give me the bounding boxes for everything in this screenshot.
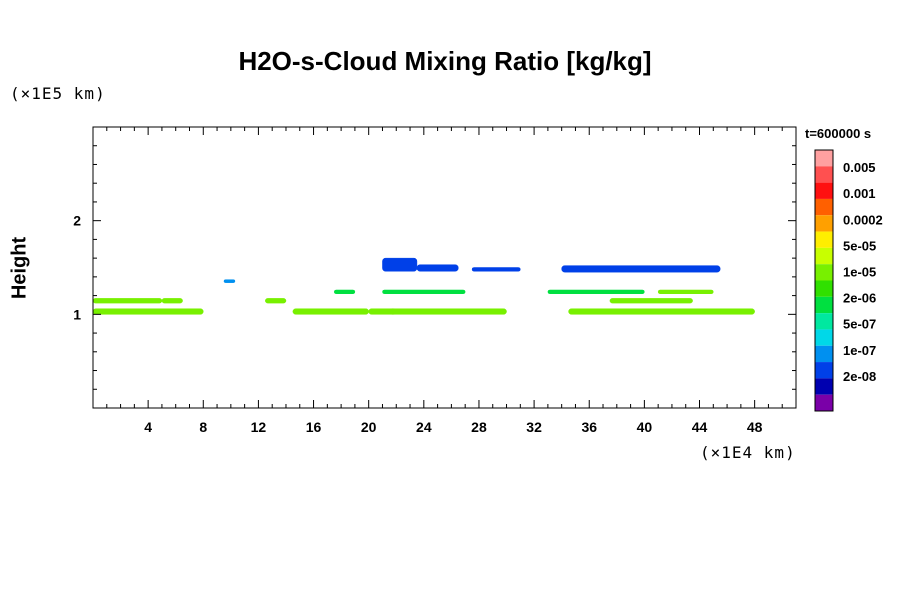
legend-swatch [815, 182, 833, 199]
legend-label: 0.001 [843, 186, 876, 201]
y-axis-scale-note: (×1E5 km) [10, 84, 106, 103]
legend-label: 0.0002 [843, 212, 883, 227]
data-region-13 [223, 279, 236, 283]
x-tick-label: 4 [144, 419, 152, 435]
data-region-14 [382, 257, 418, 272]
data-region-7 [333, 289, 356, 294]
legend-swatch [815, 215, 833, 232]
legend-swatch [815, 280, 833, 297]
legend-time-label: t=600000 s [805, 126, 872, 141]
data-region-8 [382, 289, 466, 294]
legend-label: 2e-08 [843, 369, 876, 384]
legend-swatch [815, 231, 833, 248]
legend-swatch [815, 296, 833, 314]
chart-title: H2O-s-Cloud Mixing Ratio [kg/kg] [238, 46, 652, 76]
y-tick-label: 1 [73, 306, 81, 322]
data-region-12 [609, 298, 693, 304]
x-tick-label: 44 [692, 419, 708, 435]
legend-swatch [815, 166, 833, 183]
legend-swatch [815, 345, 833, 363]
y-tick-label: 2 [73, 213, 81, 229]
data-region-2 [161, 298, 183, 304]
x-tick-label: 12 [251, 419, 267, 435]
x-tick-label: 24 [416, 419, 432, 435]
legend-label: 2e-06 [843, 291, 876, 306]
legend-swatch [815, 313, 833, 330]
plot-frame [92, 126, 797, 409]
data-region-11 [568, 308, 755, 315]
data-region-9 [547, 289, 645, 294]
legend-swatch [815, 394, 833, 411]
legend-swatch [815, 329, 833, 346]
x-tick-label: 28 [471, 419, 487, 435]
legend-swatch [815, 362, 833, 379]
x-tick-label: 48 [747, 419, 763, 435]
x-tick-label: 20 [361, 419, 377, 435]
legend-label: 1e-05 [843, 264, 876, 279]
legend-label: 5e-07 [843, 317, 876, 332]
legend-frame [814, 149, 834, 412]
legend-swatch [815, 198, 833, 216]
data-region-1 [92, 298, 163, 304]
data-region-17 [561, 265, 721, 273]
legend-label: 0.005 [843, 160, 876, 175]
x-tick-label: 40 [637, 419, 653, 435]
x-tick-label: 16 [306, 419, 322, 435]
data-region-3 [265, 298, 287, 304]
legend-swatch [815, 264, 833, 281]
data-region-15 [416, 264, 459, 272]
legend-swatch [815, 150, 833, 167]
data-region-6 [389, 308, 507, 315]
x-axis-scale-note: (×1E4 km) [700, 443, 796, 462]
x-tick-label: 36 [581, 419, 597, 435]
data-region-0 [92, 308, 204, 315]
data-region-10 [657, 289, 714, 294]
x-tick-label: 32 [526, 419, 542, 435]
x-tick-label: 8 [199, 419, 207, 435]
data-region-16 [471, 267, 521, 272]
data-region-4 [292, 308, 369, 315]
legend-swatch [815, 247, 833, 265]
legend-label: 5e-05 [843, 238, 876, 253]
legend-label: 1e-07 [843, 343, 876, 358]
legend-swatch [815, 378, 833, 395]
